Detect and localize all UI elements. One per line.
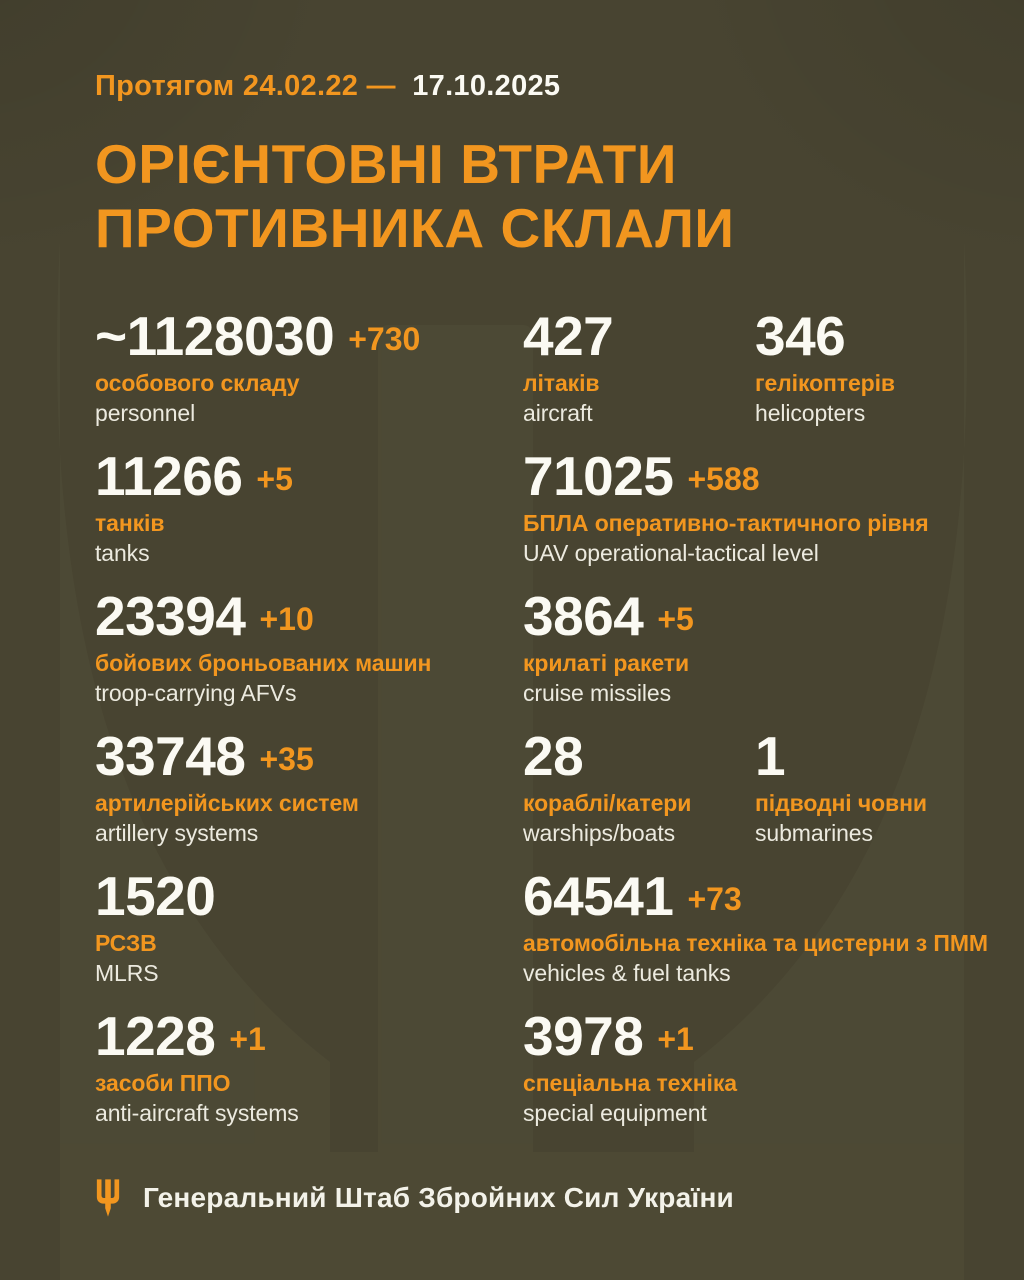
stat-number-row: 33748 +35 — [95, 724, 523, 787]
page-title: ОРІЄНТОВНІ ВТРАТИ ПРОТИВНИКА СКЛАЛИ — [95, 133, 984, 261]
stat-label-en: submarines — [755, 819, 873, 846]
stat-block: 11266 +5 танків tanks — [95, 444, 523, 589]
stat-delta: +5 — [256, 460, 293, 497]
stat-number-row: 3978 +1 — [523, 1004, 984, 1067]
stat-label-uk: бойових броньованих машин — [95, 649, 432, 676]
content-root: Протягом 24.02.22 — 17.10.2025 ОРІЄНТОВН… — [95, 0, 988, 1149]
stat-label-uk: артилерійських систем — [95, 789, 359, 816]
stat-label-en: aircraft — [523, 399, 593, 426]
stat-label-uk: гелікоптерів — [755, 369, 895, 396]
stat-delta: +730 — [348, 320, 421, 357]
stat-value: 64541 — [523, 864, 674, 927]
stat-label-uk: РСЗВ — [95, 929, 157, 956]
stat-delta: +73 — [687, 880, 742, 917]
stat-label-uk: підводні човни — [755, 789, 927, 816]
stat-label-uk: крилаті ракети — [523, 649, 689, 676]
stat-value: 33748 — [95, 724, 246, 787]
tryzub-icon — [96, 1179, 120, 1217]
stat-label-uk: БПЛА оперативно-тактичного рівня — [523, 509, 929, 536]
report-period: Протягом 24.02.22 — 17.10.2025 — [95, 0, 984, 103]
stat-label-en: troop-carrying AFVs — [95, 679, 297, 706]
stat-value: 1228 — [95, 1004, 216, 1067]
stat-block: 64541 +73 автомобільна техніка та цистерни… — [523, 864, 988, 1009]
stat-number-row: 71025 +588 — [523, 444, 984, 507]
stat-label-uk: танків — [95, 509, 165, 536]
stat-number-row: 346 — [755, 304, 984, 367]
stat-value: 1 — [755, 724, 786, 787]
stat-block: 1 підводні човни submarines — [755, 724, 984, 869]
stat-block: 1228 +1 засоби ППО anti-aircraft systems — [95, 1004, 523, 1149]
stat-number-row: 3864 +5 — [523, 584, 984, 647]
stat-value: ~1128030 — [95, 304, 335, 367]
stat-value: 346 — [755, 304, 846, 367]
stat-block: 71025 +588 БПЛА оперативно-тактичного рівн… — [523, 444, 984, 589]
stat-value: 71025 — [523, 444, 674, 507]
stat-block: 427 літаків aircraft — [523, 304, 755, 449]
stat-number-row: 427 — [523, 304, 755, 367]
footer-source: Генеральний Штаб Збройних Сил України — [143, 1182, 734, 1213]
stat-block: ~1128030 +730 особового складу personnel — [95, 304, 523, 449]
stat-label-en: special equipment — [523, 1099, 707, 1126]
stat-value: 3864 — [523, 584, 644, 647]
stat-label-en: artillery systems — [95, 819, 259, 846]
stat-delta: +35 — [259, 740, 314, 777]
stat-label-en: MLRS — [95, 959, 159, 986]
stat-label-uk: кораблі/катери — [523, 789, 692, 816]
stat-label-en: personnel — [95, 399, 196, 426]
stat-number-row: 11266 +5 — [95, 444, 523, 507]
stat-label-en: tanks — [95, 539, 150, 566]
stat-block: 28 кораблі/катери warships/boats — [523, 724, 755, 869]
stat-value: 3978 — [523, 1004, 644, 1067]
stat-label-uk: літаків — [523, 369, 600, 396]
stat-number-row: 1228 +1 — [95, 1004, 523, 1067]
stat-block: 1520 РСЗВ MLRS — [95, 864, 523, 1009]
period-prefix: Протягом 24.02.22 — — [95, 70, 396, 102]
page-title-line2: ПРОТИВНИКА СКЛАЛИ — [95, 196, 735, 259]
footer: Генеральний Штаб Збройних Сил України — [95, 1178, 734, 1218]
stat-label-uk: автомобільна техніка та цистерни з ПММ — [523, 929, 988, 956]
page-title-line1: ОРІЄНТОВНІ ВТРАТИ — [95, 133, 677, 195]
stat-label-en: warships/boats — [523, 819, 676, 846]
stat-delta: +588 — [687, 460, 760, 497]
stat-value: 23394 — [95, 584, 246, 647]
stat-label-en: vehicles & fuel tanks — [523, 959, 731, 986]
stat-number-row: 28 — [523, 724, 755, 787]
stat-value: 1520 — [95, 864, 216, 927]
stat-number-row: 23394 +10 — [95, 584, 523, 647]
stat-block: 3864 +5 крилаті ракети cruise missiles — [523, 584, 984, 729]
stat-number-row: ~1128030 +730 — [95, 304, 523, 367]
stat-label-uk: засоби ППО — [95, 1069, 231, 1096]
stat-block: 23394 +10 бойових броньованих машин troop-c… — [95, 584, 523, 729]
stat-label-uk: особового складу — [95, 369, 300, 396]
stat-number-row: 64541 +73 — [523, 864, 984, 927]
losses-stats-grid: ~1128030 +730 особового складу personnel 427… — [95, 304, 988, 1149]
stat-label-uk: спеціальна техніка — [523, 1069, 737, 1096]
stat-value: 11266 — [95, 444, 243, 507]
stat-block: 3978 +1 спеціальна техніка special equipmen… — [523, 1004, 984, 1149]
stat-delta: +1 — [229, 1020, 266, 1057]
stat-label-en: anti-aircraft systems — [95, 1099, 299, 1126]
stat-block: 346 гелікоптерів helicopters — [755, 304, 984, 449]
stat-delta: +10 — [259, 600, 314, 637]
period-date: 17.10.2025 — [412, 70, 561, 102]
stat-block: 33748 +35 артилерійських систем artillery s… — [95, 724, 523, 869]
stat-number-row: 1520 — [95, 864, 523, 927]
stat-value: 427 — [523, 304, 614, 367]
stat-value: 28 — [523, 724, 584, 787]
stat-label-en: cruise missiles — [523, 679, 672, 706]
stat-number-row: 1 — [755, 724, 984, 787]
stat-delta: +5 — [657, 600, 694, 637]
stat-label-en: UAV operational-tactical level — [523, 539, 819, 566]
stat-label-en: helicopters — [755, 399, 866, 426]
stat-delta: +1 — [657, 1020, 694, 1057]
